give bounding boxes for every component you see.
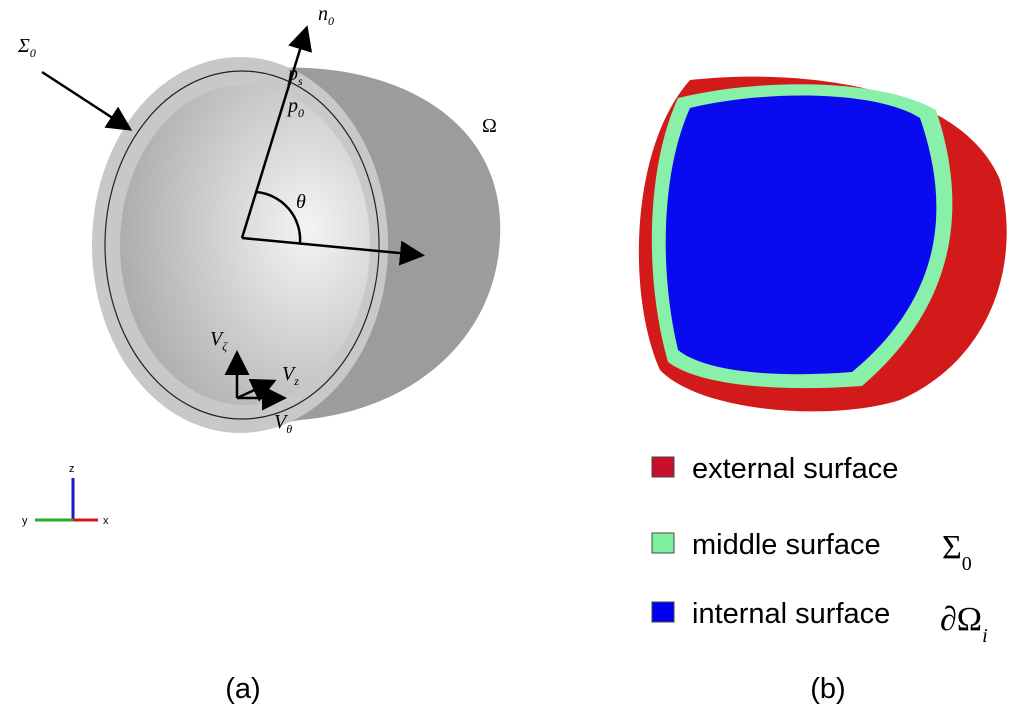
legend-swatch	[652, 457, 674, 477]
ps-label: ps	[286, 63, 303, 88]
figure: Σ0 n0 ps p0 Ω θ Vζ Vz Vθ z y x external …	[0, 0, 1027, 717]
legend-swatch	[652, 602, 674, 622]
axis-triad	[35, 478, 98, 520]
axis-y: y	[22, 515, 28, 527]
axis-z: z	[69, 463, 75, 475]
sigma-label: Σ0	[17, 35, 36, 60]
axis-x: x	[103, 515, 109, 527]
legend-symbol: Σ0	[942, 529, 972, 575]
legend-label: internal surface	[692, 598, 890, 630]
ventricle	[639, 77, 1007, 412]
legend-swatch	[652, 533, 674, 553]
legend-symbol: ∂Ωi	[940, 601, 988, 647]
caption: (b)	[810, 673, 845, 705]
caption: (a)	[225, 673, 260, 705]
legend-label: external surface	[692, 453, 898, 485]
omega-label: Ω	[482, 115, 497, 137]
normal-label: n0	[318, 3, 334, 28]
legend-label: middle surface	[692, 529, 881, 561]
theta-label: θ	[296, 191, 306, 213]
